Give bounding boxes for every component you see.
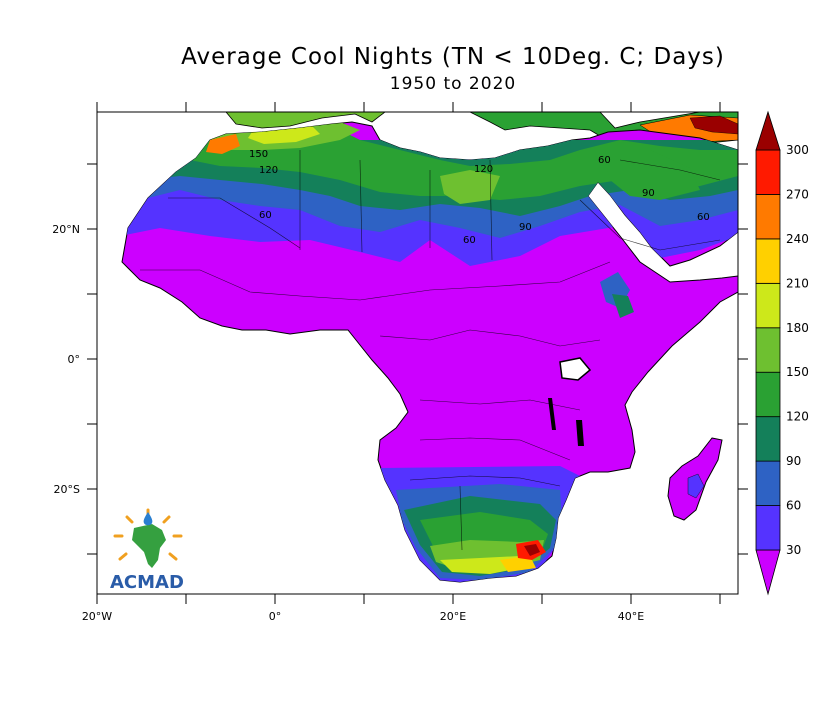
y-tick-label: 20°S xyxy=(54,483,80,496)
europe-landmass xyxy=(190,112,386,129)
map-frame xyxy=(96,111,739,595)
contour-label: 150 xyxy=(249,149,268,160)
colorbar: 30 60 90 120 150 180 210 240 270 300 xyxy=(755,110,809,596)
south-band-240 xyxy=(500,556,536,572)
colorbar-segment xyxy=(755,282,781,329)
colorbar-segment xyxy=(755,549,781,596)
y-tick-label: 20°N xyxy=(52,223,80,236)
turkey-peaks xyxy=(689,115,738,135)
x-tick-label: 20°W xyxy=(82,610,112,623)
arabia-green xyxy=(600,150,700,200)
drakensberg-core xyxy=(524,544,540,556)
colorbar-segment xyxy=(755,110,781,151)
contour-label: 60 xyxy=(463,235,476,246)
atlas-peak xyxy=(206,134,240,154)
contour-label: 120 xyxy=(474,164,493,175)
x-tick-label: 40°E xyxy=(618,610,644,623)
colorbar-label: 90 xyxy=(786,454,801,468)
colorbar-label: 270 xyxy=(786,187,809,201)
axis-labels: 20°N 0° 20°S 20°W 0° 20°E 40°E xyxy=(52,223,644,623)
lake-tanganyika xyxy=(548,398,556,430)
contour-label: 60 xyxy=(598,155,611,166)
x-tick-label: 0° xyxy=(269,610,282,623)
colorbar-label: 180 xyxy=(786,321,809,335)
colorbar-label: 30 xyxy=(786,543,801,557)
colorbar-label: 210 xyxy=(786,276,809,290)
colorbar-segment xyxy=(755,238,781,284)
colorbar-segment xyxy=(755,371,781,418)
colorbar-label: 300 xyxy=(786,143,809,157)
map-land-layer xyxy=(121,112,738,583)
contour-label: 90 xyxy=(642,188,655,199)
contour-label: 90 xyxy=(519,222,532,233)
contour-labels: 150 120 60 60 120 90 60 90 60 xyxy=(249,149,710,246)
chart-title: Average Cool Nights (TN < 10Deg. C; Days… xyxy=(181,44,725,70)
x-tick-label: 20°E xyxy=(440,610,466,623)
colorbar-label: 150 xyxy=(786,365,809,379)
logo-africa-shape xyxy=(132,524,166,568)
ethiopia-highland-2 xyxy=(612,294,634,318)
logo-drop-icon xyxy=(143,512,153,526)
colorbar-label: 240 xyxy=(786,232,809,246)
contour-label: 60 xyxy=(259,210,272,221)
colorbar-segment xyxy=(755,505,781,551)
colorbar-segment xyxy=(755,149,781,195)
nile-delta-green xyxy=(440,170,500,204)
colorbar-label: 120 xyxy=(786,410,809,424)
acmad-logo: ACMAD xyxy=(110,508,184,593)
colorbar-segment xyxy=(755,460,781,506)
madagascar-highlands xyxy=(687,473,705,499)
lake-victoria xyxy=(559,357,592,381)
contour-label: 60 xyxy=(697,212,710,223)
colorbar-segment xyxy=(755,327,781,373)
country-borders xyxy=(140,150,721,551)
logo-text: ACMAD xyxy=(110,572,184,593)
colorbar-segment xyxy=(755,416,781,462)
colorbar-label: 60 xyxy=(786,499,801,513)
contour-label: 120 xyxy=(259,165,278,176)
colorbar-segment xyxy=(755,194,781,240)
axis-ticks xyxy=(87,102,748,604)
lake-malawi xyxy=(576,420,584,446)
chart-subtitle: 1950 to 2020 xyxy=(389,74,517,94)
y-tick-label: 0° xyxy=(68,353,81,366)
